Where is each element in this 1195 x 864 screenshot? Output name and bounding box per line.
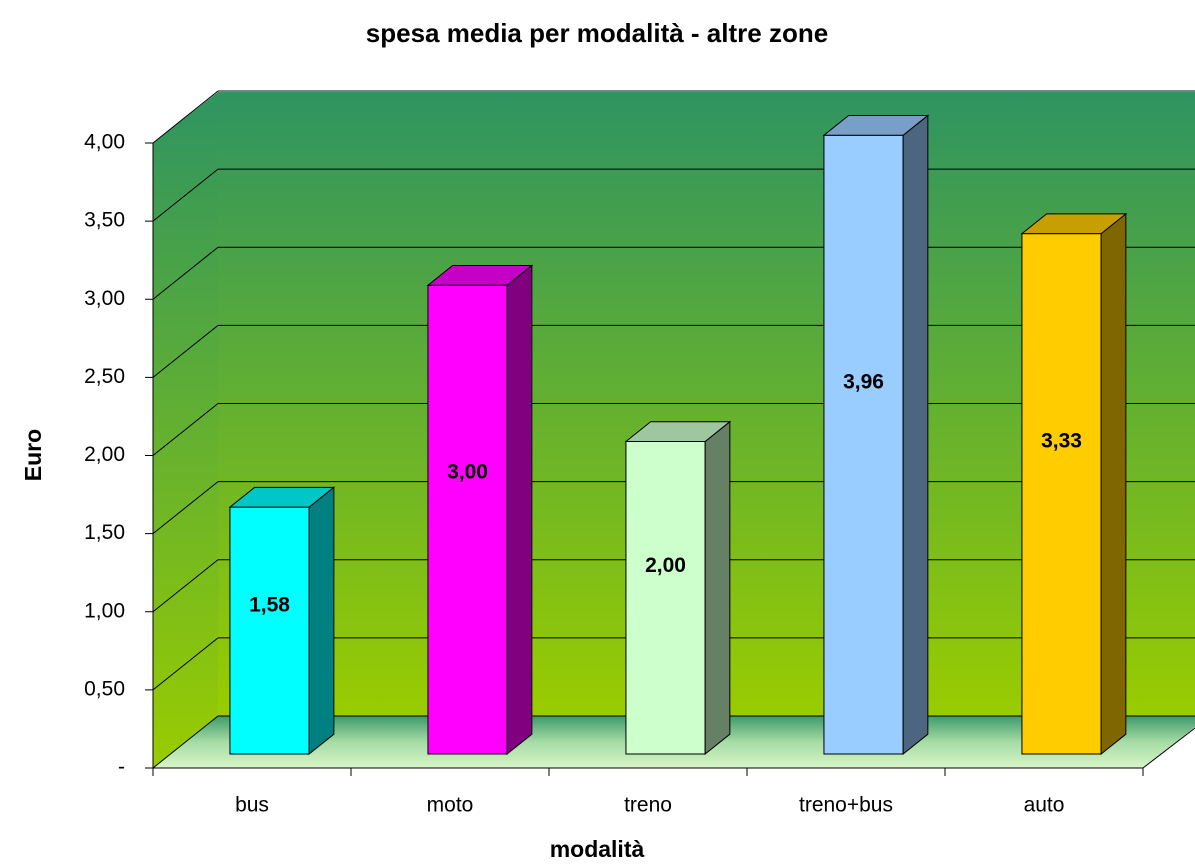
x-tick-label: treno+bus xyxy=(799,794,893,817)
grid-line xyxy=(152,246,219,300)
grid-line xyxy=(152,715,219,769)
y-tick-label: 4,00 xyxy=(84,131,125,154)
y-tick-label: 1,50 xyxy=(84,521,125,544)
y-tick-label: - xyxy=(118,756,125,779)
grid-line xyxy=(152,90,219,144)
bar xyxy=(822,114,930,756)
grid-line xyxy=(152,559,219,613)
bar-top xyxy=(426,264,534,286)
bar xyxy=(426,264,534,756)
value-label: 3,96 xyxy=(843,370,884,393)
y-axis-label: Euro xyxy=(20,429,46,481)
y-tick-label: 2,00 xyxy=(84,443,125,466)
bar-top xyxy=(228,486,336,508)
grid-line xyxy=(152,637,219,691)
bar-front xyxy=(625,440,706,755)
y-tick-label: 1,00 xyxy=(84,599,125,622)
bar xyxy=(1020,212,1128,756)
bar-side xyxy=(902,114,929,756)
bar xyxy=(228,486,336,756)
x-axis-label: modalità xyxy=(550,836,645,862)
value-label: 3,00 xyxy=(447,460,488,483)
bar-front xyxy=(427,284,508,755)
bar-front xyxy=(1021,233,1102,755)
bar-side xyxy=(506,264,533,756)
bar-front xyxy=(229,506,310,755)
x-tick-label: bus xyxy=(235,794,269,817)
grid-line xyxy=(152,481,219,535)
y-tick-label: 0,50 xyxy=(84,677,125,700)
value-label: 2,00 xyxy=(645,554,686,577)
x-axis-depth xyxy=(1142,727,1195,769)
value-label: 3,33 xyxy=(1041,429,1082,452)
bar-side xyxy=(1100,212,1127,756)
chart-title: spesa media per modalità - altre zone xyxy=(366,18,828,48)
bar-side xyxy=(704,420,731,756)
x-tick-label: moto xyxy=(427,794,474,817)
y-tick-label: 2,50 xyxy=(84,365,125,388)
grid-line xyxy=(152,168,219,222)
grid-line xyxy=(152,324,219,378)
y-tick-label: 3,00 xyxy=(84,287,125,310)
grid-line xyxy=(152,403,219,456)
bar-front xyxy=(823,134,904,755)
bar-top xyxy=(624,421,732,442)
value-label: 1,58 xyxy=(249,593,290,616)
bar xyxy=(624,420,732,756)
bar-top xyxy=(1020,213,1128,235)
x-tick-label: auto xyxy=(1024,794,1065,817)
x-tick-label: treno xyxy=(624,794,672,817)
bar-side xyxy=(308,486,335,756)
bar-top xyxy=(822,114,930,136)
y-tick-label: 3,50 xyxy=(84,209,125,232)
